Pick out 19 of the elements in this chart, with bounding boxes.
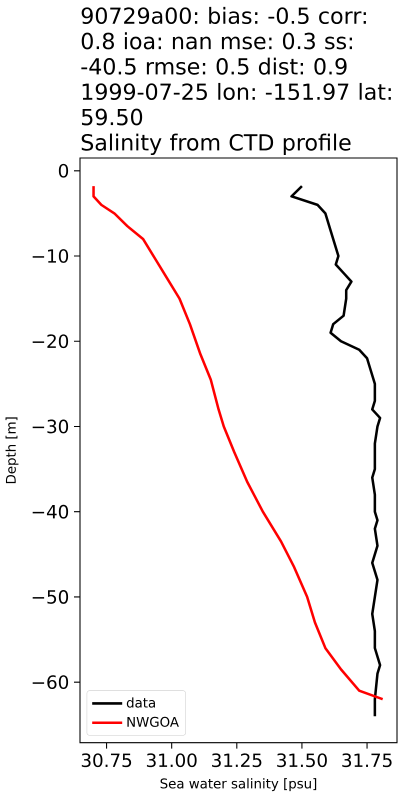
y-tick-label: −60: [32, 675, 68, 690]
x-axis-title: Sea water salinity [psu]: [160, 778, 316, 792]
x-tick-label: 31.25: [212, 753, 262, 768]
legend-label: NWGOA: [127, 716, 179, 727]
x-tick-label: 30.75: [82, 753, 132, 768]
y-tick-label: −30: [32, 420, 68, 434]
y-tick-label: −20: [32, 334, 68, 348]
y-axis-title: Depth [m]: [6, 417, 18, 484]
y-tick-label: −40: [32, 504, 68, 519]
y-tick-label: 0: [58, 164, 68, 178]
x-tick-label: 31.50: [277, 753, 327, 768]
legend-label: data: [126, 697, 155, 708]
chart-subtitle: Salinity from CTD profile: [82, 134, 351, 156]
x-tick-label: 31.75: [342, 753, 392, 768]
y-tick-label: −50: [32, 590, 68, 604]
line-series: [290, 184, 382, 718]
y-tick-label: −10: [32, 249, 68, 263]
x-tick-label: 31.00: [146, 753, 197, 768]
chart-title: 90729a00: bias: -0.5 corr: 0.8 ioa: nan mse: 0.3 ss: -40.5 rmse: 0.5 dist: 0.9 1999-07-25 lon: -151.97 lat: 59.50: [81, 6, 391, 126]
